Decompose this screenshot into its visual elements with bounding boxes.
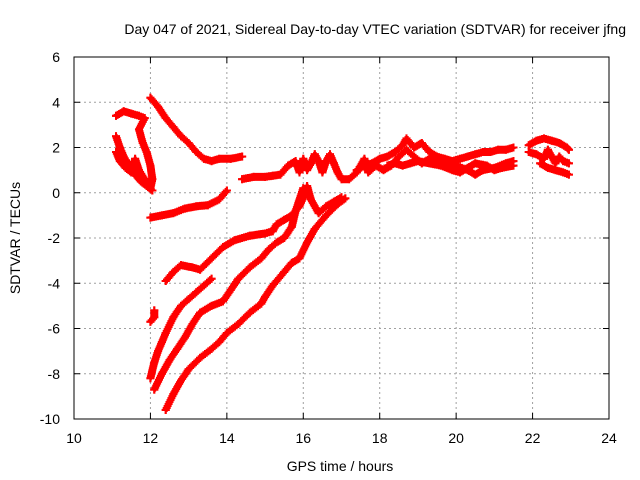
chart-title: Day 047 of 2021, Sidereal Day-to-day VTE… xyxy=(124,21,626,37)
y-tick-label: -6 xyxy=(48,321,61,337)
series-arc-7 xyxy=(146,274,216,383)
marker-trail xyxy=(146,306,159,326)
series-arc-13 xyxy=(383,157,518,177)
y-tick-label: -8 xyxy=(48,366,61,382)
x-tick-label: 18 xyxy=(372,430,388,446)
series-arc-14 xyxy=(524,134,573,154)
grid-lines xyxy=(74,57,609,419)
x-tick-label: 10 xyxy=(66,430,82,446)
marker-trail xyxy=(536,159,573,179)
y-tick-label: 0 xyxy=(52,185,60,201)
y-tick-label: 4 xyxy=(52,94,60,110)
marker-trail xyxy=(146,274,216,383)
series-arc-6 xyxy=(161,181,346,285)
marker-trail xyxy=(524,145,573,168)
series-arc-3 xyxy=(112,148,155,190)
marker-trail xyxy=(383,157,518,177)
marker-trail xyxy=(146,93,247,166)
marker-trail xyxy=(161,194,350,414)
y-tick-label: -4 xyxy=(48,275,61,291)
x-tick-label: 14 xyxy=(219,430,235,446)
y-axis-label: SDTVAR / TECUs xyxy=(7,182,23,294)
marker-trail xyxy=(161,182,346,285)
data-marks xyxy=(112,93,573,414)
x-tick-label: 12 xyxy=(143,430,159,446)
x-tick-label: 22 xyxy=(525,430,541,446)
y-tick-label: 2 xyxy=(52,140,60,156)
x-tick-label: 16 xyxy=(295,430,311,446)
series-arc-5 xyxy=(146,186,231,222)
marker-trail xyxy=(524,134,573,154)
marker-trail xyxy=(112,107,157,193)
series-arc-12 xyxy=(352,134,518,175)
series-arc-16 xyxy=(536,159,573,179)
marker-trail xyxy=(112,148,155,190)
y-tick-label: -10 xyxy=(40,411,60,427)
series-arc-10 xyxy=(161,194,350,414)
x-tick-label: 20 xyxy=(448,430,464,446)
marker-trail xyxy=(150,184,308,394)
y-tick-label: 6 xyxy=(52,49,60,65)
series-arc-4 xyxy=(146,93,247,166)
series-arc-2 xyxy=(112,132,157,195)
series-arc-8 xyxy=(146,306,159,326)
series-arc-1 xyxy=(112,107,157,193)
y-tick-label: -2 xyxy=(48,230,61,246)
marker-trail xyxy=(352,134,518,175)
series-arc-15 xyxy=(524,145,573,168)
series-arc-9 xyxy=(150,184,308,394)
marker-trail xyxy=(146,186,231,222)
x-axis-label: GPS time / hours xyxy=(287,458,394,474)
plot-frame xyxy=(73,56,610,420)
x-tick-label: 24 xyxy=(601,430,617,446)
